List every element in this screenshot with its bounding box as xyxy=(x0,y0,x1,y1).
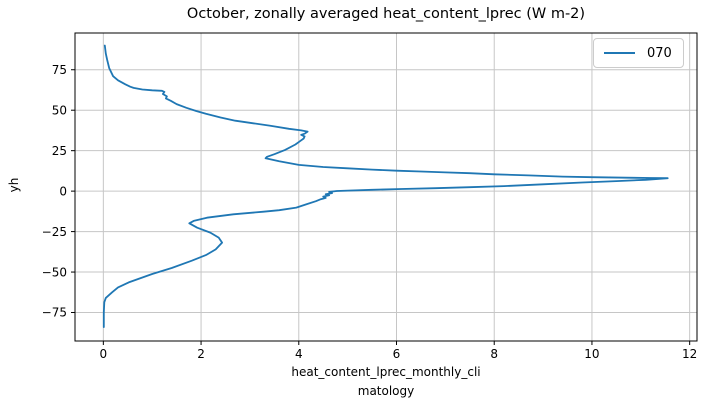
y-axis-label: yh xyxy=(7,177,21,193)
y-tick-label: −75 xyxy=(42,306,67,320)
y-tick-label: −50 xyxy=(42,265,67,279)
legend: 070 xyxy=(593,38,684,68)
x-tick-label: 0 xyxy=(100,347,108,361)
y-tick-label: 0 xyxy=(59,184,67,198)
y-tick-label: 25 xyxy=(52,144,67,158)
tick-marks xyxy=(71,69,691,345)
x-tick-label: 10 xyxy=(584,347,599,361)
data-line-070 xyxy=(102,44,669,329)
axes-frame xyxy=(74,32,698,342)
x-tick-label: 12 xyxy=(682,347,697,361)
legend-line-swatch xyxy=(604,51,635,55)
x-tick-label: 8 xyxy=(490,347,498,361)
legend-label: 070 xyxy=(647,45,672,61)
chart-title: October, zonally averaged heat_content_l… xyxy=(186,6,586,22)
y-tick-label: −25 xyxy=(42,225,67,239)
x-axis-label-line1: heat_content_lprec_monthly_cli xyxy=(291,365,481,379)
grid xyxy=(75,33,697,341)
x-tick-label: 4 xyxy=(295,347,303,361)
x-tick-label: 2 xyxy=(197,347,205,361)
tick-labels: 0 2 4 6 8 10 12 75 50 25 0 −25 −50 −75 xyxy=(42,63,698,361)
axes-background xyxy=(75,33,697,341)
y-tick-label: 50 xyxy=(52,103,67,117)
x-axis-label: heat_content_lprec_monthly_cli matology xyxy=(75,363,697,401)
x-axis-label-line2: matology xyxy=(357,384,415,398)
x-tick-label: 6 xyxy=(393,347,401,361)
y-tick-label: 75 xyxy=(52,63,67,77)
